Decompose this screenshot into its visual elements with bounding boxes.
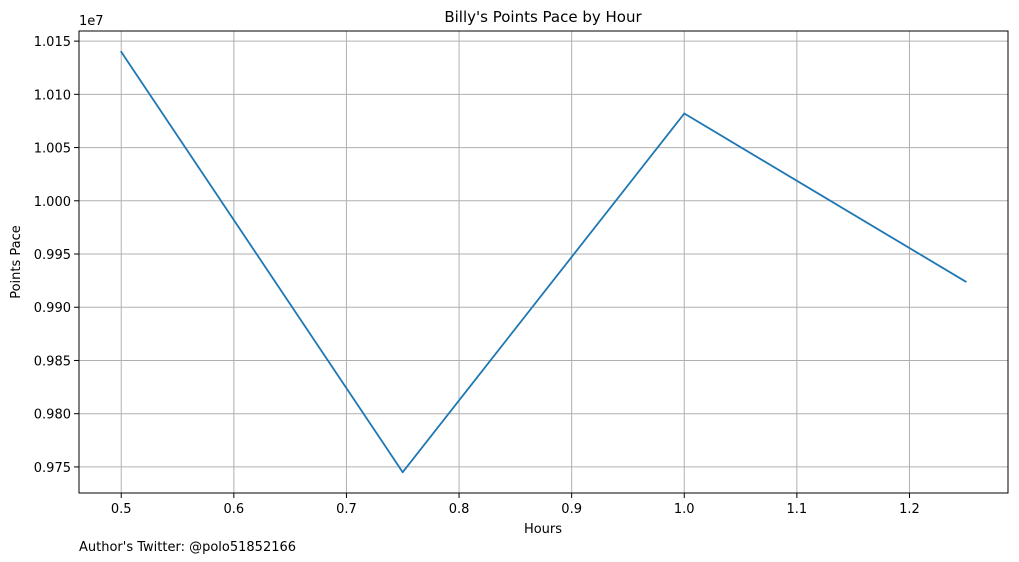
chart-title: Billy's Points Pace by Hour <box>444 8 642 26</box>
plot-frame <box>78 30 1009 494</box>
x-tick-label: 0.6 <box>223 502 244 517</box>
x-tick-label: 1.0 <box>674 502 695 517</box>
y-axis-label: Points Pace <box>9 225 24 299</box>
author-footer: Author's Twitter: @polo51852166 <box>79 540 296 555</box>
x-tick-label: 0.5 <box>111 502 132 517</box>
y-tick-label: 0.980 <box>34 408 71 423</box>
series-line <box>120 51 967 474</box>
x-tick-label: 1.1 <box>787 502 808 517</box>
y-tick-label: 0.990 <box>34 301 71 316</box>
y-tick-label: 1.015 <box>34 35 71 50</box>
y-axis: 0.975 0.980 0.985 0.990 0.995 1.000 1.005 1.010… <box>34 35 79 476</box>
data-point <box>401 471 404 474</box>
grid <box>79 31 1008 493</box>
x-tick-label: 1.2 <box>899 502 920 517</box>
y-tick-label: 1.000 <box>34 195 71 210</box>
y-tick-label: 0.995 <box>34 248 71 263</box>
y-tick-label: 1.010 <box>34 88 71 103</box>
x-tick-label: 0.8 <box>449 502 470 517</box>
x-tick-label: 0.7 <box>336 502 357 517</box>
y-tick-label: 0.985 <box>34 354 71 369</box>
data-point <box>964 280 967 283</box>
y-offset-label: 1e7 <box>79 14 104 29</box>
series-layer <box>120 50 967 474</box>
x-axis-label: Hours <box>524 522 562 537</box>
y-tick-label: 0.975 <box>34 461 71 476</box>
y-tick-label: 1.005 <box>34 142 71 157</box>
data-point <box>120 50 123 53</box>
data-point <box>683 112 686 115</box>
x-tick-label: 0.9 <box>561 502 582 517</box>
x-axis: 0.5 0.6 0.7 0.8 0.9 1.0 1.1 1.2 <box>111 493 920 517</box>
